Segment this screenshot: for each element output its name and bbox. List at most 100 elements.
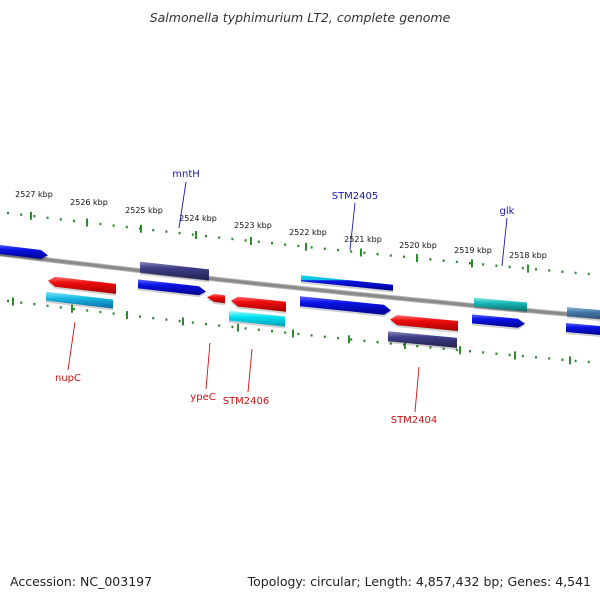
gene-blue[interactable] (566, 323, 600, 336)
tick-row-top (7, 211, 590, 276)
labels-layer: 2527 kbp 2526 kbp 2525 kbp 2524 kbp 2523 kbp… (15, 169, 547, 426)
minor-tick (389, 254, 392, 257)
gene-blue[interactable] (0, 244, 48, 259)
gene-aqua-blue[interactable] (301, 275, 393, 291)
gene-label-STM2405[interactable]: STM2405 (332, 191, 379, 202)
minor-tick (508, 353, 511, 357)
gene-aqua[interactable] (229, 310, 285, 327)
minor-tick (574, 271, 577, 275)
minor-tick (112, 224, 115, 227)
minor-tick (442, 259, 445, 262)
minor-tick (587, 272, 590, 276)
minor-tick (455, 260, 458, 264)
minor-tick (178, 319, 181, 323)
minor-tick (46, 216, 49, 219)
gene-label-nupC[interactable]: nupC (55, 373, 81, 384)
minor-tick (482, 351, 485, 354)
minor-tick (310, 246, 313, 249)
minor-tick (337, 248, 339, 252)
gene-leader-line (349, 202, 356, 251)
gene-red-STM2404[interactable] (390, 315, 458, 331)
gene-cyan[interactable] (46, 291, 113, 309)
minor-tick (587, 360, 590, 364)
minor-tick (46, 304, 49, 307)
kbp-tick-label: 2524 kbp (179, 214, 217, 223)
kbp-tick-label: 2525 kbp (125, 206, 163, 215)
minor-tick (521, 354, 524, 358)
accession-text: Accession: NC_003197 (10, 574, 153, 589)
kbp-tick-label: 2527 kbp (15, 190, 53, 199)
minor-tick (99, 222, 102, 226)
gene-leader-line (178, 181, 187, 229)
minor-tick (125, 225, 128, 229)
minor-tick (323, 335, 326, 338)
gene-label-glk[interactable]: glk (500, 206, 515, 217)
minor-tick (152, 316, 155, 320)
minor-tick (469, 262, 471, 265)
minor-tick (284, 331, 287, 334)
minor-tick (7, 211, 9, 215)
minor-tick (165, 318, 168, 321)
gene-navy[interactable] (140, 261, 209, 281)
gene-teal[interactable] (474, 297, 527, 312)
minor-tick (469, 350, 471, 353)
minor-tick (574, 359, 577, 363)
gene-leader-line (414, 366, 420, 413)
minor-tick (20, 213, 23, 216)
minor-tick (244, 239, 247, 242)
minor-tick (403, 255, 405, 258)
minor-tick (350, 338, 353, 341)
minor-tick (495, 352, 498, 355)
gene-blue[interactable] (472, 314, 525, 328)
minor-tick (139, 315, 141, 318)
gene-label-mntH[interactable]: mntH (172, 169, 200, 180)
minor-tick (455, 348, 458, 352)
minor-tick (297, 244, 300, 248)
kbp-tick-label: 2519 kbp (454, 246, 492, 255)
minor-tick (389, 342, 392, 345)
minor-tick (112, 312, 115, 315)
minor-tick (257, 240, 260, 243)
minor-tick (442, 347, 445, 350)
gene-label-STM2404[interactable]: STM2404 (391, 415, 438, 426)
gene-leader-line (501, 217, 508, 267)
minor-tick (271, 242, 273, 245)
minor-tick (33, 215, 36, 218)
gene-red-STM2406[interactable] (231, 296, 286, 312)
minor-tick (33, 303, 36, 306)
minor-tick (73, 307, 75, 311)
minor-tick (561, 270, 564, 273)
minor-tick (548, 269, 551, 272)
minor-tick (152, 228, 155, 232)
minor-tick (508, 265, 511, 269)
minor-tick (337, 336, 339, 340)
minor-tick (99, 310, 102, 314)
minor-tick (323, 247, 326, 250)
gene-steel[interactable] (567, 307, 600, 320)
gene-label-ypeC[interactable]: ypeC (190, 392, 215, 403)
gene-red-nupC[interactable] (48, 276, 116, 294)
kbp-tick-label: 2521 kbp (344, 235, 382, 244)
minor-tick (191, 233, 194, 236)
gene-label-STM2406[interactable]: STM2406 (223, 396, 270, 407)
minor-tick (376, 341, 379, 344)
minor-tick (218, 236, 221, 239)
minor-tick (521, 266, 524, 270)
minor-tick (165, 230, 168, 233)
gene-red-ypeC[interactable] (207, 293, 225, 304)
features-layer (0, 244, 600, 350)
minor-tick (244, 327, 247, 330)
minor-tick (495, 264, 498, 267)
minor-tick (297, 332, 300, 336)
gene-leader-line (247, 348, 253, 393)
gene-blue[interactable] (300, 296, 391, 315)
minor-tick (20, 301, 23, 304)
gene-blue[interactable] (138, 279, 206, 296)
minor-tick (7, 299, 9, 303)
minor-tick (86, 309, 89, 312)
gene-navy[interactable] (388, 331, 457, 348)
minor-tick (429, 258, 432, 261)
kbp-tick-label: 2520 kbp (399, 241, 437, 250)
map-title: Salmonella typhimurium LT2, complete gen… (149, 10, 451, 25)
